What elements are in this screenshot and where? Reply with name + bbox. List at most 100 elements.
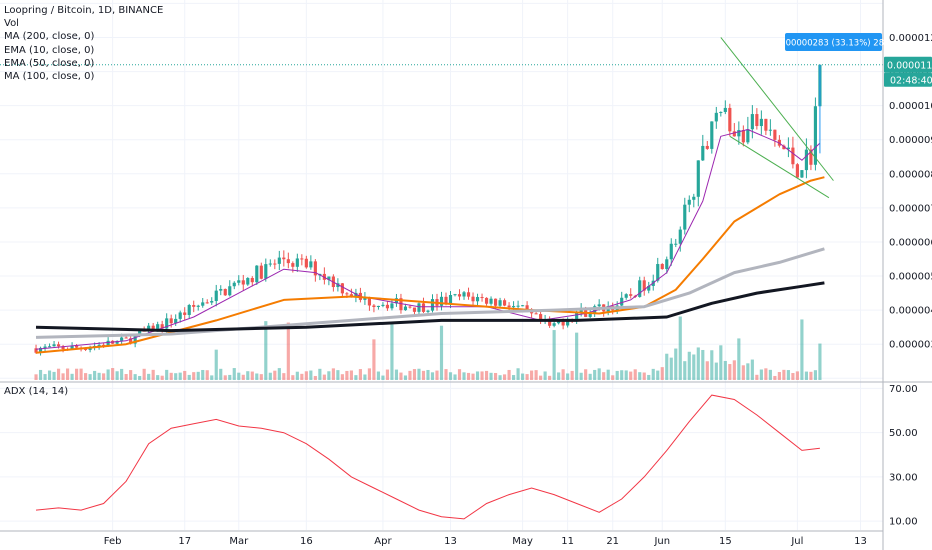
candle-body [205, 302, 209, 304]
volume-bar [620, 370, 624, 380]
volume-bar [138, 375, 142, 380]
candle-body [70, 345, 74, 350]
candle-body [809, 149, 813, 165]
candle-body [656, 264, 660, 281]
candle-body [327, 276, 331, 280]
volume-bar [345, 370, 349, 380]
volume-bar [174, 373, 178, 380]
candle-body [620, 297, 624, 306]
candle-body [426, 310, 430, 312]
chart-legend: Loopring / Bitcoin, 1D, BINANCE Vol MA (… [4, 4, 163, 83]
volume-bar [363, 374, 367, 380]
volume-bar [525, 374, 529, 380]
volume-bar [34, 374, 38, 380]
candle-body [791, 147, 795, 165]
volume-bar [453, 374, 457, 380]
volume-bar [466, 372, 471, 380]
adx-tick-label: 10.00 [889, 517, 918, 528]
volume-bar [539, 375, 543, 380]
volume-bar [169, 372, 173, 380]
volume-bar [489, 372, 493, 380]
volume-bar [521, 373, 525, 380]
candle-body [493, 298, 498, 306]
candle-body [52, 344, 56, 347]
candle-body [403, 306, 408, 311]
candle-body [381, 304, 385, 306]
candle-body [647, 285, 651, 291]
candle-body [764, 118, 768, 131]
time-tick-label: 11 [561, 536, 574, 547]
candle-body [737, 130, 741, 137]
volume-bar [129, 370, 133, 380]
volume-bar [678, 316, 682, 380]
legend-symbol-title[interactable]: Loopring / Bitcoin, 1D, BINANCE [4, 5, 164, 16]
candle-body [174, 318, 178, 324]
price-tick-label: 0.00000400 [889, 306, 932, 317]
indicator-lines [0, 37, 883, 354]
volume-bar [584, 369, 588, 380]
candle-body [448, 295, 453, 304]
legend-ema50[interactable]: EMA (50, close, 0) [4, 57, 95, 69]
volume-bar [561, 369, 565, 380]
volume-bar [331, 368, 335, 380]
indicator-line [35, 247, 825, 339]
legend-ma100[interactable]: MA (100, close, 0) [4, 71, 95, 83]
candle-body [97, 344, 101, 346]
volume-bar [196, 371, 200, 380]
candle-body [417, 303, 421, 312]
price-tick-label: 0.00000700 [889, 203, 932, 214]
volume-bar [61, 373, 65, 380]
price-tick-label: 0.00000800 [889, 169, 932, 180]
volume-bar [147, 373, 151, 380]
adx-line [35, 394, 820, 520]
volume-bar [786, 370, 790, 380]
candle-body [782, 145, 786, 150]
volume-bar [318, 368, 322, 380]
legend-volume[interactable]: Vol [4, 18, 19, 30]
candle-body [566, 320, 570, 326]
time-tick-label: 17 [178, 536, 191, 547]
volume-bar [444, 369, 448, 380]
time-tick-label: 13 [444, 536, 457, 547]
candle-body [480, 297, 484, 299]
volume-bar [548, 375, 552, 380]
legend-ema10[interactable]: EMA (10, close, 0) [4, 44, 95, 56]
volume-bar [385, 369, 390, 380]
adx-legend[interactable]: ADX (14, 14) [4, 386, 69, 397]
volume-bar [764, 368, 768, 380]
volume-bar [219, 368, 223, 380]
legend-ma200[interactable]: MA (200, close, 0) [4, 31, 95, 43]
candle-body [47, 346, 52, 348]
volume-bar [750, 359, 754, 380]
volume-bar [602, 372, 606, 380]
candle-body [183, 312, 187, 315]
volume-bar [277, 368, 281, 380]
volume-bar [399, 372, 403, 380]
candle-body [277, 257, 281, 264]
candle-body [484, 297, 489, 304]
volume-bar [273, 370, 277, 380]
volume-bar [615, 370, 619, 380]
volume-bar [597, 368, 601, 380]
candle-body [548, 319, 552, 326]
wedge-trendline [729, 135, 830, 199]
volume-bar [390, 324, 394, 380]
volume-bar [165, 369, 169, 380]
volume-bar [65, 368, 70, 380]
candle-body [390, 303, 394, 309]
candle-body [354, 292, 358, 298]
volume-bar [732, 360, 736, 380]
volume-bar [674, 348, 678, 380]
volume-bar [462, 372, 466, 380]
price-candles[interactable] [34, 64, 822, 356]
volume-bar [417, 368, 421, 380]
volume-bar [642, 372, 646, 380]
candle-body [282, 257, 286, 260]
candle-body [466, 292, 471, 297]
volume-bar [588, 373, 592, 380]
candle-body [507, 305, 511, 308]
volume-bar [133, 374, 137, 380]
candle-body [345, 293, 349, 295]
candle-body [304, 258, 308, 268]
time-tick-label: 13 [854, 536, 867, 547]
